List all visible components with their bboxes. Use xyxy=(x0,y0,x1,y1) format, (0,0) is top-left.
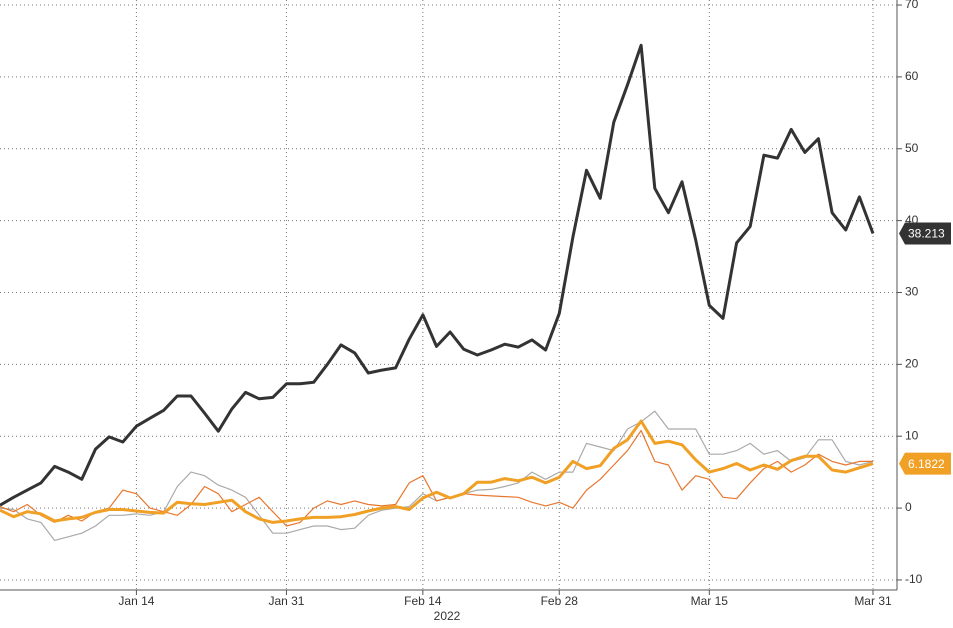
x-axis-label: 2022 xyxy=(434,609,461,623)
x-tick-label: Mar 31 xyxy=(854,594,892,608)
y-tick-label: 70 xyxy=(905,0,919,11)
line-series xyxy=(0,429,873,527)
x-tick-label: Mar 15 xyxy=(691,594,729,608)
line-series xyxy=(0,419,874,524)
last-value-box xyxy=(899,452,951,475)
y-tick-label: 60 xyxy=(905,69,919,83)
y-tick-label: 10 xyxy=(905,428,919,442)
last-value-box xyxy=(899,222,951,245)
y-tick-label: 0 xyxy=(905,500,912,514)
y-tick-label: -10 xyxy=(905,572,923,586)
x-tick-label: Feb 14 xyxy=(404,594,442,608)
y-tick-label: 30 xyxy=(905,285,919,299)
line-series xyxy=(0,43,875,507)
last-value-label: 6.1822 xyxy=(908,457,945,471)
x-tick-label: Jan 31 xyxy=(268,594,304,608)
last-value-label: 38.213 xyxy=(908,227,945,241)
y-tick-label: 20 xyxy=(905,357,919,371)
x-tick-label: Feb 28 xyxy=(541,594,579,608)
y-tick-label: 50 xyxy=(905,141,919,155)
x-tick-label: Jan 14 xyxy=(118,594,154,608)
